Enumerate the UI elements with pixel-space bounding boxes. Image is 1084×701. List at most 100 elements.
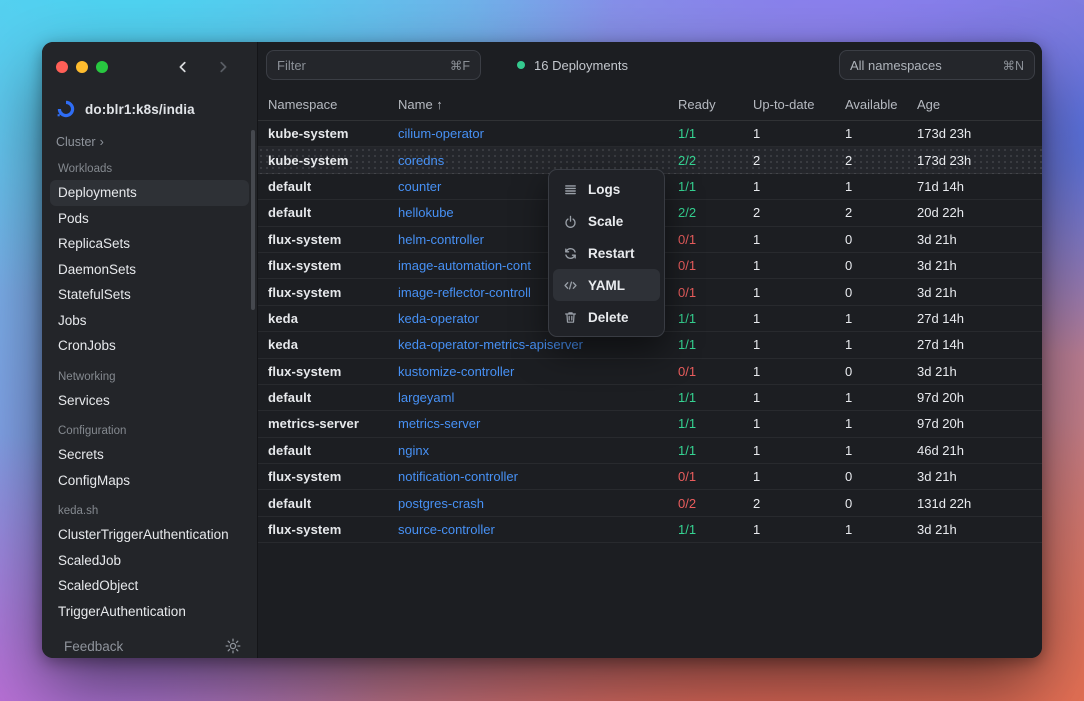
cell-available: 1 bbox=[845, 178, 853, 194]
cluster-selector[interactable]: Cluster › bbox=[42, 129, 257, 151]
sidebar-item-statefulsets[interactable]: StatefulSets bbox=[58, 287, 131, 303]
sidebar-scrollbar-thumb[interactable] bbox=[251, 130, 255, 310]
sidebar-section-label: Configuration bbox=[58, 425, 127, 437]
cell-age: 46d 21h bbox=[917, 442, 964, 458]
feedback-button[interactable]: Feedback bbox=[64, 638, 124, 654]
cell-available: 1 bbox=[845, 522, 853, 538]
theme-toggle-sun-icon[interactable] bbox=[225, 638, 241, 654]
table-row[interactable]: metrics-server metrics-server 1/1 1 1 97d 20h bbox=[258, 411, 1042, 438]
context-menu-item-logs[interactable]: Logs bbox=[553, 173, 660, 205]
cell-available: 2 bbox=[845, 152, 853, 168]
cell-name-link[interactable]: keda-operator bbox=[398, 310, 479, 326]
back-button[interactable] bbox=[173, 57, 193, 77]
sidebar-item-services[interactable]: Services bbox=[58, 392, 110, 408]
context-menu-item-scale[interactable]: Scale bbox=[553, 205, 660, 237]
cell-name-link[interactable]: helm-controller bbox=[398, 231, 484, 247]
cell-ready: 0/1 bbox=[678, 258, 697, 274]
cell-namespace: flux-system bbox=[268, 469, 342, 485]
cell-ready: 0/1 bbox=[678, 284, 697, 300]
zoom-window-button[interactable] bbox=[96, 61, 108, 73]
cell-up-to-date: 1 bbox=[753, 363, 761, 379]
cell-age: 173d 23h bbox=[917, 126, 972, 142]
cell-name-link[interactable]: coredns bbox=[398, 152, 445, 168]
cell-name-link[interactable]: image-automation-cont bbox=[398, 258, 531, 274]
sidebar-item-triggerauthentication[interactable]: TriggerAuthentication bbox=[58, 603, 186, 619]
context-menu-item-restart[interactable]: Restart bbox=[553, 237, 660, 269]
cell-ready: 1/1 bbox=[678, 442, 697, 458]
cell-name-link[interactable]: metrics-server bbox=[398, 416, 481, 432]
cell-name-link[interactable]: image-reflector-controll bbox=[398, 284, 531, 300]
namespace-selector[interactable]: All namespaces ⌘N bbox=[839, 50, 1035, 80]
cell-available: 2 bbox=[845, 205, 853, 221]
table-row[interactable]: flux-system kustomize-controller 0/1 1 0 3d 2… bbox=[258, 359, 1042, 385]
sidebar-item-configmaps[interactable]: ConfigMaps bbox=[58, 472, 131, 488]
cell-ready: 1/1 bbox=[678, 522, 697, 538]
cell-age: 97d 20h bbox=[917, 416, 964, 432]
table-row[interactable]: keda keda-operator-metrics-apiserver 1/1 1 1… bbox=[258, 332, 1042, 359]
table-row[interactable]: default largeyaml 1/1 1 1 97d 20h bbox=[258, 385, 1042, 412]
sidebar-item-pods[interactable]: Pods bbox=[58, 210, 89, 226]
forward-button[interactable] bbox=[213, 57, 233, 77]
table-header: Namespace Name ↑ Ready Up-to-date Available A… bbox=[258, 88, 1042, 121]
cell-name-link[interactable]: postgres-crash bbox=[398, 495, 484, 511]
cell-available: 1 bbox=[845, 442, 853, 458]
cell-age: 27d 14h bbox=[917, 337, 964, 353]
cell-age: 173d 23h bbox=[917, 152, 972, 168]
cell-age: 131d 22h bbox=[917, 495, 972, 511]
cell-available: 0 bbox=[845, 284, 853, 300]
cell-name-link[interactable]: keda-operator-metrics-apiserver bbox=[398, 337, 583, 353]
cell-namespace: kube-system bbox=[268, 152, 349, 168]
context-menu-item-delete[interactable]: Delete bbox=[553, 301, 660, 333]
column-header-ready[interactable]: Ready bbox=[678, 96, 716, 112]
sidebar-item-replicasets[interactable]: ReplicaSets bbox=[58, 236, 131, 252]
table-row[interactable]: default nginx 1/1 1 1 46d 21h bbox=[258, 438, 1042, 465]
column-header-available[interactable]: Available bbox=[845, 96, 898, 112]
cluster-name: do:blr1:k8s/india bbox=[85, 101, 195, 117]
cell-age: 3d 21h bbox=[917, 363, 957, 379]
context-menu-item-label: Logs bbox=[588, 181, 621, 197]
cell-age: 71d 14h bbox=[917, 178, 964, 194]
cell-name-link[interactable]: source-controller bbox=[398, 522, 495, 538]
sidebar-item-clustertriggerauthentication[interactable]: ClusterTriggerAuthentication bbox=[58, 527, 229, 543]
close-window-button[interactable] bbox=[56, 61, 68, 73]
cell-up-to-date: 1 bbox=[753, 522, 761, 538]
column-header-up-to-date[interactable]: Up-to-date bbox=[753, 96, 815, 112]
sidebar-item-daemonsets[interactable]: DaemonSets bbox=[58, 261, 137, 277]
column-header-name[interactable]: Name ↑ bbox=[398, 96, 443, 112]
cluster-header[interactable]: do:blr1:k8s/india bbox=[42, 83, 257, 129]
cell-namespace: flux-system bbox=[268, 284, 342, 300]
sidebar-item-scaledobject[interactable]: ScaledObject bbox=[58, 578, 139, 594]
cell-namespace: kube-system bbox=[268, 126, 349, 142]
cell-name-link[interactable]: notification-controller bbox=[398, 469, 518, 485]
cell-name-link[interactable]: kustomize-controller bbox=[398, 363, 515, 379]
cell-namespace: default bbox=[268, 442, 312, 458]
cell-name-link[interactable]: cilium-operator bbox=[398, 126, 484, 142]
table-row[interactable]: flux-system source-controller 1/1 1 1 3d 21h bbox=[258, 517, 1042, 544]
sidebar-item-jobs[interactable]: Jobs bbox=[58, 312, 87, 328]
sidebar-item-deployments[interactable]: Deployments bbox=[50, 180, 249, 206]
cell-age: 97d 20h bbox=[917, 390, 964, 406]
filter-input[interactable] bbox=[277, 57, 442, 73]
cell-ready: 1/1 bbox=[678, 310, 697, 326]
deployment-count-status: 16 Deployments bbox=[517, 58, 628, 73]
context-menu-item-yaml[interactable]: YAML bbox=[553, 269, 660, 301]
cell-ready: 1/1 bbox=[678, 390, 697, 406]
digitalocean-logo-icon bbox=[56, 99, 76, 119]
cell-name-link[interactable]: nginx bbox=[398, 442, 430, 458]
cell-up-to-date: 1 bbox=[753, 390, 761, 406]
sidebar-item-secrets[interactable]: Secrets bbox=[58, 447, 104, 463]
minimize-window-button[interactable] bbox=[76, 61, 88, 73]
cell-up-to-date: 1 bbox=[753, 310, 761, 326]
table-row[interactable]: kube-system cilium-operator 1/1 1 1 173d 23h bbox=[258, 121, 1042, 148]
cell-name-link[interactable]: largeyaml bbox=[398, 390, 455, 406]
sidebar-item-scaledjob[interactable]: ScaledJob bbox=[58, 552, 122, 568]
cell-age: 3d 21h bbox=[917, 231, 957, 247]
cell-name-link[interactable]: hellokube bbox=[398, 205, 454, 221]
cell-name-link[interactable]: counter bbox=[398, 178, 442, 194]
column-header-namespace[interactable]: Namespace bbox=[268, 96, 338, 112]
table-row[interactable]: flux-system notification-controller 0/1 1 0 3… bbox=[258, 464, 1042, 491]
table-row[interactable]: default postgres-crash 0/2 2 0 131d 22h bbox=[258, 490, 1042, 517]
cell-namespace: flux-system bbox=[268, 363, 342, 379]
sidebar-item-cronjobs[interactable]: CronJobs bbox=[58, 338, 116, 354]
column-header-age[interactable]: Age bbox=[917, 96, 941, 112]
